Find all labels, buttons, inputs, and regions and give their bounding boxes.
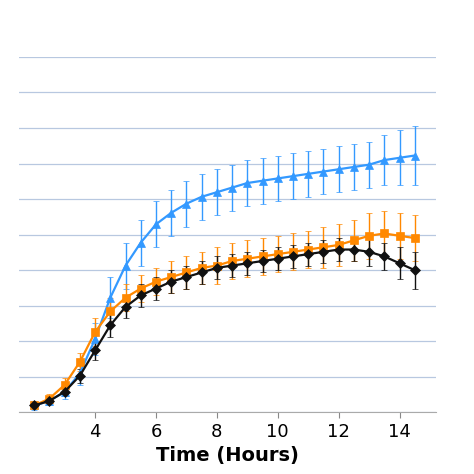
X-axis label: Time (Hours): Time (Hours) [156, 447, 299, 465]
